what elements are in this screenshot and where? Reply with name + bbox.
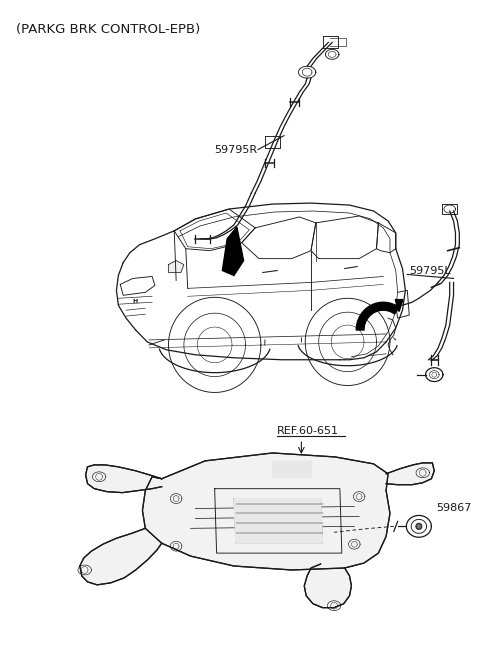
Text: REF.60-651: REF.60-651	[277, 426, 339, 436]
Polygon shape	[416, 524, 422, 530]
Text: H: H	[132, 299, 137, 304]
Text: 59795L: 59795L	[409, 265, 451, 275]
Polygon shape	[386, 463, 434, 485]
Polygon shape	[80, 528, 162, 585]
Text: 59795R: 59795R	[215, 144, 258, 154]
Polygon shape	[222, 227, 243, 275]
Polygon shape	[395, 300, 403, 312]
Polygon shape	[273, 461, 311, 477]
Text: 59867: 59867	[436, 504, 471, 514]
Polygon shape	[168, 261, 184, 273]
Polygon shape	[85, 465, 162, 493]
Polygon shape	[356, 303, 399, 330]
Text: (PARKG BRK CONTROL-EPB): (PARKG BRK CONTROL-EPB)	[16, 23, 201, 36]
Polygon shape	[143, 453, 390, 570]
Polygon shape	[304, 564, 351, 608]
Polygon shape	[234, 498, 323, 544]
